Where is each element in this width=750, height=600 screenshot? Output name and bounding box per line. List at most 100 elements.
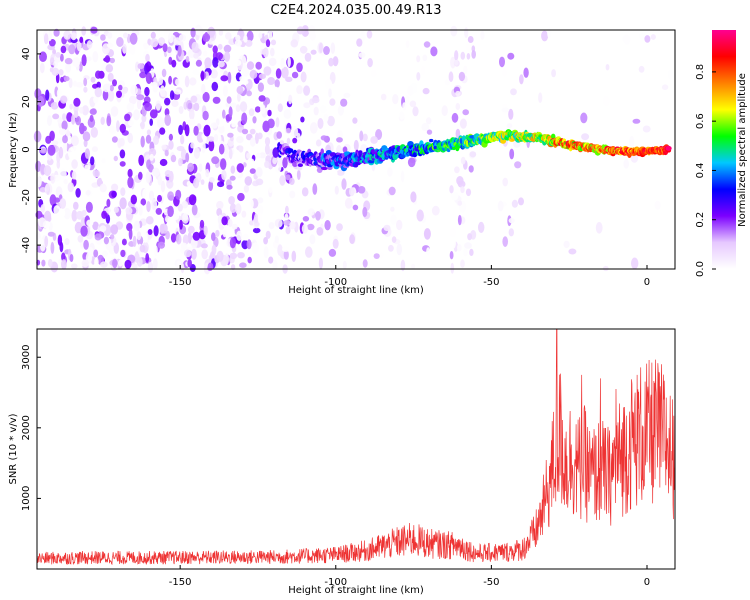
noise-blob (150, 38, 159, 48)
noise-blob (247, 256, 252, 264)
noise-blob (112, 258, 118, 269)
noise-blob (203, 124, 211, 137)
noise-blob (207, 262, 214, 271)
noise-blob (176, 234, 182, 245)
noise-blob (267, 29, 273, 40)
noise-blob (58, 128, 67, 136)
noise-blob (288, 94, 293, 105)
noise-blob (179, 219, 183, 230)
noise-blob (62, 140, 68, 153)
noise-blob (399, 111, 405, 120)
noise-blob (39, 147, 47, 154)
noise-blob (243, 35, 248, 43)
noise-blob (67, 135, 73, 145)
noise-blob (159, 127, 166, 135)
noise-blob (257, 212, 263, 224)
noise-blob (362, 133, 368, 142)
noise-blob (336, 169, 345, 176)
noise-blob (469, 151, 477, 158)
noise-blob (106, 115, 112, 127)
noise-blob (60, 76, 64, 83)
noise-blob (173, 37, 182, 46)
noise-blob (178, 124, 184, 135)
snr-axes: -150 -100 -50 0 1000 2000 3000 (21, 345, 650, 588)
noise-blob (217, 214, 223, 226)
noise-blob (349, 234, 355, 245)
noise-blob (416, 209, 424, 222)
noise-blob (258, 95, 266, 102)
noise-blob (124, 113, 131, 122)
noise-blob (303, 85, 311, 96)
noise-blob (263, 47, 269, 58)
noise-blob (149, 153, 154, 161)
noise-blob (450, 262, 455, 274)
noise-blob (237, 252, 245, 259)
noise-blob (276, 131, 283, 139)
noise-blob (182, 234, 189, 245)
noise-blob (184, 249, 192, 258)
noise-blob (407, 157, 416, 168)
noise-blob (396, 219, 403, 231)
noise-blob (56, 88, 62, 98)
noise-blob (254, 106, 261, 113)
signal-blob (429, 138, 434, 143)
colorbar-gradient (712, 30, 736, 269)
noise-blob (551, 69, 556, 78)
noise-blob (129, 95, 137, 105)
heatmap-ytick-label: 20 (21, 95, 32, 108)
noise-blob (129, 32, 138, 45)
noise-blob (90, 76, 96, 83)
noise-blob (132, 235, 137, 247)
noise-blob (431, 205, 440, 216)
noise-blob (325, 78, 333, 90)
noise-blob (177, 203, 183, 212)
noise-blob (127, 168, 133, 178)
noise-blob (40, 204, 45, 213)
noise-blob (76, 41, 82, 52)
noise-blob (311, 97, 320, 104)
noise-blob (62, 135, 68, 144)
noise-blob (58, 146, 64, 159)
noise-blob (661, 84, 669, 90)
noise-blob (202, 33, 211, 42)
noise-blob (290, 125, 299, 138)
noise-blob (267, 77, 275, 85)
noise-blob (462, 109, 470, 116)
noise-blob (116, 120, 120, 133)
noise-blob (448, 71, 454, 82)
noise-blob (272, 147, 280, 158)
noise-blob (307, 208, 315, 216)
noise-blob (511, 199, 518, 208)
noise-blob (457, 214, 462, 226)
signal-blob (665, 145, 672, 151)
noise-blob (81, 54, 87, 67)
snr-ytick-label: 1000 (21, 486, 32, 511)
noise-blob (454, 50, 459, 61)
noise-blob (96, 122, 101, 132)
noise-blob (181, 200, 189, 209)
noise-blob (391, 236, 397, 244)
noise-blob (246, 152, 251, 159)
snr-ylabel: SNR (10 * v/v) (8, 413, 19, 484)
noise-blob (116, 37, 124, 47)
noise-blob (207, 136, 215, 142)
noise-blob (93, 96, 99, 104)
noise-blob (249, 69, 258, 79)
noise-blob (90, 126, 99, 138)
noise-blob (41, 46, 46, 53)
noise-blob (231, 223, 238, 230)
noise-blob (145, 53, 150, 63)
noise-blob (106, 42, 114, 48)
noise-blob (241, 210, 247, 218)
noise-blob (229, 175, 236, 181)
noise-blob (180, 242, 188, 250)
noise-blob (164, 97, 171, 106)
noise-blob (72, 57, 81, 68)
noise-blob (164, 170, 172, 177)
noise-blob (109, 234, 115, 240)
noise-blob (229, 203, 237, 214)
noise-blob (180, 135, 185, 145)
noise-blob (75, 82, 84, 88)
noise-blob (65, 90, 71, 97)
noise-blob (218, 143, 225, 155)
